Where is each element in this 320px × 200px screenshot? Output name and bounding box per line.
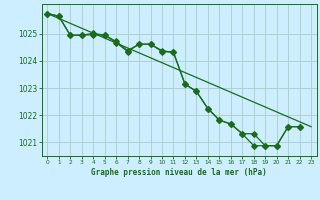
X-axis label: Graphe pression niveau de la mer (hPa): Graphe pression niveau de la mer (hPa) [91,168,267,177]
